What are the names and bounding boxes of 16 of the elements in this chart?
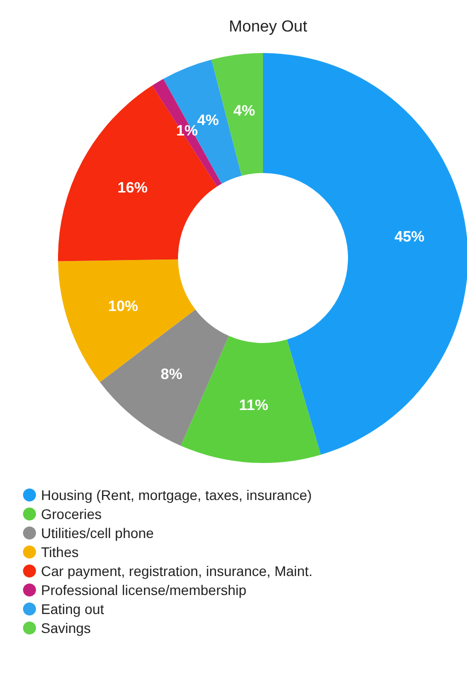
legend-label: Savings bbox=[41, 620, 91, 636]
legend-label: Housing (Rent, mortgage, taxes, insurance) bbox=[41, 487, 312, 503]
legend-label: Car payment, registration, insurance, Maint. bbox=[41, 563, 313, 579]
data-label: 4% bbox=[197, 112, 219, 130]
data-label: 10% bbox=[108, 298, 138, 315]
data-label: 8% bbox=[160, 366, 182, 383]
legend-label: Professional license/membership bbox=[41, 582, 247, 598]
legend-label: Groceries bbox=[41, 506, 102, 522]
data-label: 16% bbox=[118, 180, 148, 197]
data-label: 4% bbox=[233, 102, 256, 120]
legend-label: Utilities/cell phone bbox=[41, 525, 154, 541]
data-label: 11% bbox=[239, 397, 268, 414]
data-label: 45% bbox=[394, 228, 425, 246]
legend-label: Eating out bbox=[41, 601, 104, 617]
chart-title: Money Out bbox=[228, 18, 308, 36]
legend-label: Tithes bbox=[41, 544, 79, 560]
